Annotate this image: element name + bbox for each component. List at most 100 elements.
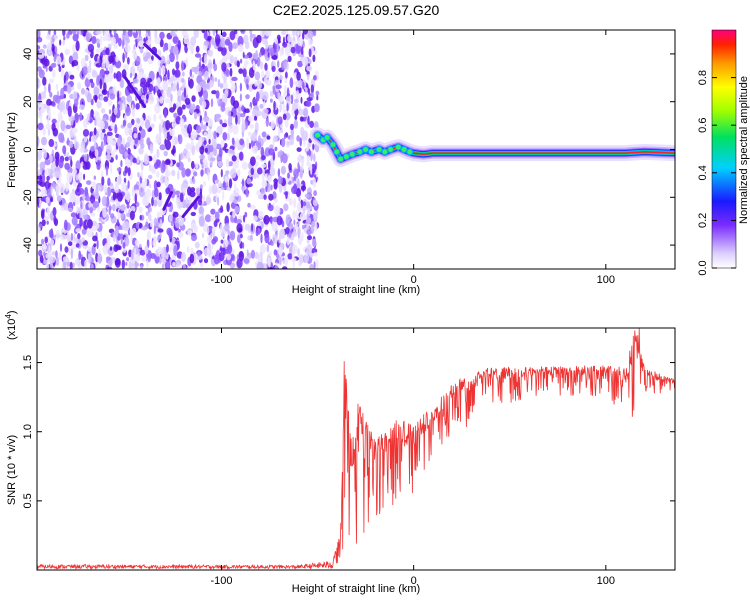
noise-speckle [112,191,116,201]
noise-speckle [115,60,122,69]
noise-speckle [235,141,239,149]
noise-speckle [246,137,249,149]
noise-speckle [295,210,298,221]
noise-speckle [208,144,214,153]
noise-speckle [209,80,214,88]
noise-speckle [199,154,206,160]
noise-speckle [289,241,294,247]
noise-speckle [161,263,165,269]
noise-speckle [158,114,163,120]
noise-speckle [153,86,156,95]
noise-speckle [115,55,119,63]
colorbar-tick-label: 0.8 [697,70,709,85]
noise-speckle [38,223,43,228]
noise-speckle [253,98,258,104]
noise-speckle [282,113,287,121]
noise-speckle [198,81,205,87]
noise-speckle [182,71,185,77]
noise-speckle [243,258,250,264]
noise-speckle [313,252,318,257]
noise-speckle [279,102,282,113]
noise-speckle [259,103,264,109]
noise-speckle [292,102,298,111]
noise-speckle [156,211,162,219]
noise-speckle [75,237,78,244]
noise-speckle [260,30,265,38]
noise-speckle [140,171,143,178]
noise-speckle [111,36,116,46]
noise-speckle [135,123,140,129]
noise-speckle [221,47,227,56]
noise-speckle [158,123,162,134]
noise-speckle [63,259,66,269]
noise-speckle [203,31,208,40]
noise-speckle [208,185,213,195]
noise-speckle [40,187,47,197]
noise-speckle [122,38,124,50]
noise-speckle [168,214,174,223]
signal-blob [329,141,337,149]
noise-speckle [108,99,113,107]
signal-blob [394,143,402,151]
noise-speckle [226,132,231,141]
noise-speckle [57,111,63,123]
noise-speckle [313,75,317,81]
signal-blob [356,148,364,156]
noise-speckle [295,223,299,231]
noise-speckle [46,98,52,106]
noise-speckle [213,63,218,72]
noise-speckle [182,179,189,189]
noise-speckle [50,197,53,203]
noise-speckle [281,266,288,269]
noise-speckle [293,119,298,129]
noise-speckle [290,46,296,54]
noise-speckle [120,204,126,212]
noise-speckle [235,138,239,143]
noise-speckle [109,116,112,122]
noise-speckle [90,195,96,204]
noise-speckle [248,142,252,150]
noise-speckle [93,86,100,97]
noise-speckle [155,133,162,144]
noise-speckle [49,91,53,98]
noise-speckle [309,120,314,128]
noise-speckle [180,96,187,102]
noise-speckle [236,258,243,269]
noise-speckle [255,155,262,160]
noise-speckle [113,30,117,36]
noise-speckle [171,122,176,129]
signal-blob [400,146,408,153]
noise-speckle [293,198,297,208]
noise-speckle [245,94,250,100]
noise-speckle [235,218,242,225]
noise-speckle [207,243,211,249]
noise-speckle [124,158,131,167]
noise-speckle [250,167,255,176]
noise-speckle [167,69,170,81]
noise-speckle [62,145,67,155]
noise-speckle [256,34,262,44]
noise-speckle [73,195,81,205]
noise-speckle [137,172,140,178]
noise-speckle [133,132,138,139]
noise-speckle [311,238,317,248]
noise-speckle [146,93,149,100]
noise-speckle [302,81,305,90]
noise-speckle [159,218,163,227]
noise-speckle [185,143,191,151]
noise-speckle [92,235,98,242]
noise-speckle [311,220,316,228]
noise-speckle [108,109,112,115]
noise-speckle [244,60,248,69]
noise-speckle [95,48,102,53]
noise-speckle [285,227,290,235]
noise-speckle [300,96,303,104]
noise-speckle [123,221,130,232]
noise-speckle [55,83,59,90]
noise-speckle [232,100,240,109]
noise-speckle [52,207,57,217]
noise-speckle [37,162,40,168]
noise-speckle [255,161,259,168]
snr-x-axis-label: Height of straight line (km) [292,583,420,595]
noise-speckle [88,59,92,67]
